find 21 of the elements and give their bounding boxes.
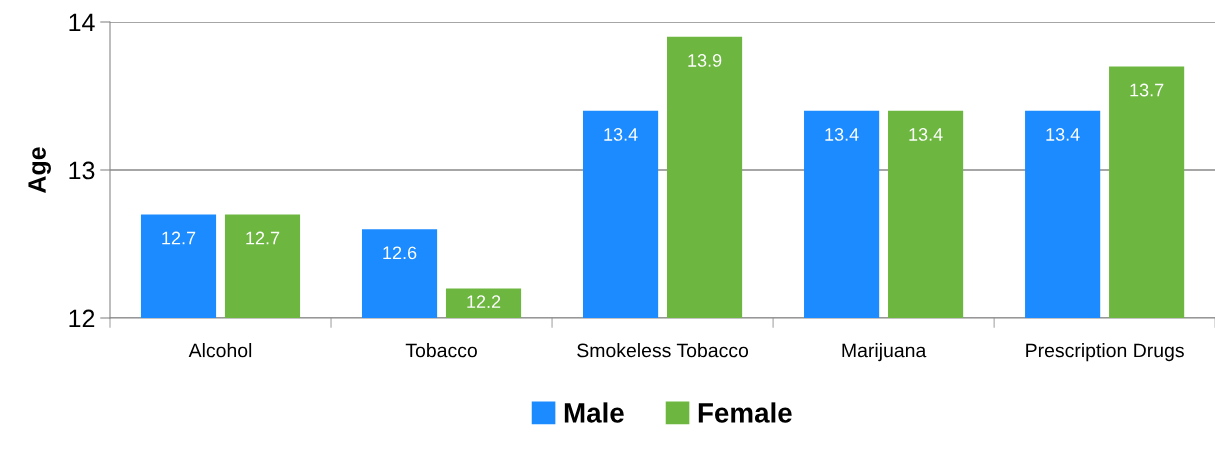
x-tick-label: Prescription Drugs — [1026, 343, 1184, 362]
data-label: 13.4 — [604, 128, 638, 141]
data-label: 12.7 — [162, 231, 196, 245]
y-axis-title: Age — [28, 147, 51, 193]
x-tick-label: Marijuana — [842, 343, 927, 362]
y-tick-label: 12 — [69, 309, 95, 328]
data-label: 13.9 — [688, 54, 722, 67]
legend-label: Male — [564, 402, 624, 423]
data-label: 13.4 — [909, 128, 943, 141]
y-tick-label: 14 — [69, 13, 95, 32]
y-tick-label: 13 — [69, 161, 95, 180]
data-label: 12.6 — [383, 246, 417, 260]
x-tick-label: Alcohol — [188, 343, 252, 358]
data-label: 12.2 — [467, 295, 501, 308]
data-label: 13.4 — [1046, 128, 1080, 141]
x-tick-label: Tobacco — [405, 343, 477, 358]
x-tick-label: Smokeless Tobacco — [577, 343, 749, 358]
data-label: 13.4 — [825, 128, 859, 141]
data-label: 13.7 — [1130, 83, 1164, 97]
data-label: 12.7 — [246, 231, 280, 245]
legend-label: Female — [698, 402, 792, 423]
